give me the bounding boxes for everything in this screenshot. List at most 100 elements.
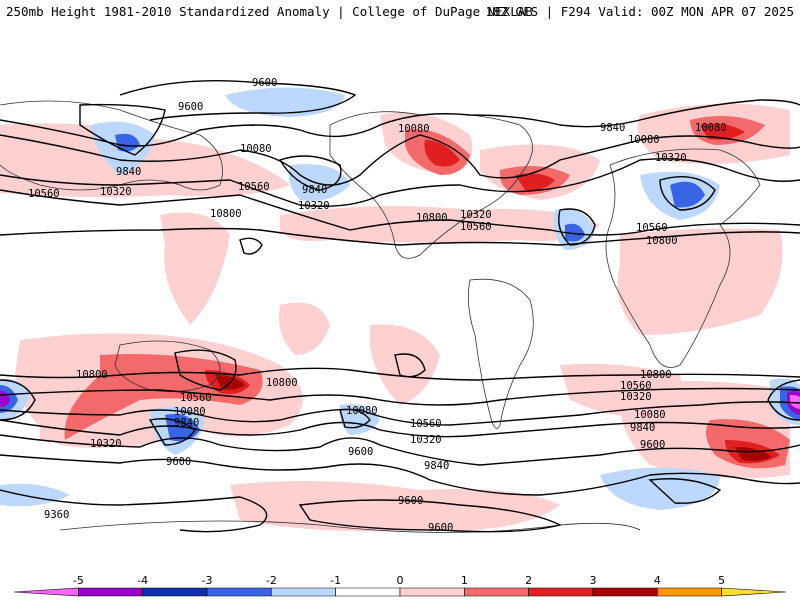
height-contours	[0, 80, 800, 533]
contour-9600-east-loop	[648, 478, 722, 504]
contour-10800-loop-australia	[174, 349, 237, 391]
contour-9600-loop	[79, 103, 166, 156]
map-title: 250mb Height 1981-2010 Standardized Anom…	[6, 4, 533, 19]
contour-10560-loop-atlantic	[558, 208, 596, 246]
contour-10800-loop-pacific	[394, 353, 426, 378]
contour-label: 9840	[174, 417, 199, 429]
contour-10080-south	[0, 419, 800, 438]
contour-label: 9600	[640, 439, 665, 451]
contour-10080-north	[0, 134, 800, 186]
contour-label: 9600	[166, 456, 191, 468]
colorbar-segment	[399, 587, 465, 597]
anomaly-region	[288, 164, 350, 201]
colorbar-segment	[142, 587, 208, 597]
contour-label: 10320	[655, 152, 687, 164]
contour-labels: 9600 9600 9840 10080 10320 10560 10800 9…	[28, 77, 727, 534]
anomaly-region	[0, 136, 290, 198]
contour-10800-south	[0, 367, 800, 381]
contour-label: 10080	[634, 409, 666, 421]
contour-10800-small-loop	[239, 237, 263, 255]
contour-label: 10560	[636, 222, 668, 234]
anomaly-core	[515, 173, 555, 191]
contour-10560-loop-europe	[659, 176, 716, 211]
contour-label: 10080	[398, 123, 430, 135]
colorbar-segment	[657, 587, 722, 597]
contour-label: 10800	[266, 377, 298, 389]
contour-label: 10080	[628, 134, 660, 146]
anomaly-region	[790, 395, 800, 409]
australia-coast	[114, 340, 221, 393]
colorbar-segment	[528, 587, 594, 597]
contour-9600-south	[0, 454, 800, 496]
colorbar-tick-label: 4	[654, 574, 661, 587]
anomaly-region	[280, 206, 600, 243]
contour-label: 10080	[174, 406, 206, 418]
antarctica-coast	[59, 520, 641, 533]
colorbar-tick-label: -4	[137, 574, 148, 587]
colorbar-tick-labels: -5 -4 -3 -2 -1 0 1 2 3 4 5	[73, 574, 725, 587]
contour-10080-loop-mid	[339, 408, 371, 429]
contour-label: 9840	[424, 460, 449, 472]
contour-label: 10320	[410, 434, 442, 446]
contour-label: 10560	[410, 418, 442, 430]
contour-label: 9840	[116, 166, 141, 178]
colorbar-segment	[271, 587, 336, 597]
colorbar-tick-label: 0	[397, 574, 404, 587]
anomaly-core	[735, 447, 772, 461]
colorbar-segments	[13, 587, 787, 597]
colorbar-tick-label: 1	[461, 574, 468, 587]
contour-label: 10080	[695, 122, 727, 134]
colorbar: -5 -4 -3 -2 -1 0 1 2 3 4 5	[13, 574, 787, 597]
colorbar-segment	[721, 587, 787, 597]
colorbar-segment	[464, 587, 529, 597]
asia-coast	[0, 100, 223, 191]
contour-label: 10800	[646, 235, 678, 247]
contour-label: 10560	[460, 221, 492, 233]
contour-label: 9600	[398, 495, 423, 507]
contour-label: 9600	[348, 446, 373, 458]
colorbar-tick-label: -5	[73, 574, 84, 587]
colorbar-segment	[13, 587, 79, 597]
contour-10560-north	[0, 189, 800, 236]
anomaly-core	[424, 140, 460, 167]
colorbar-segment	[335, 587, 401, 597]
south-america-coast	[467, 278, 534, 429]
contour-label: 10320	[90, 438, 122, 450]
contour-9840-south	[0, 434, 800, 466]
contour-label: 9600	[252, 77, 277, 89]
contour-9600-antarctic-loop	[298, 499, 563, 533]
anomaly-region	[670, 181, 705, 208]
colorbar-tick-label: 5	[718, 574, 725, 587]
contour-label: 9600	[428, 522, 453, 534]
contour-loop-east-edge	[767, 379, 800, 421]
anomaly-region	[115, 133, 140, 152]
anomaly-region	[279, 302, 330, 355]
anomaly-core	[700, 123, 745, 140]
anomaly-region	[565, 223, 585, 242]
contour-loop-west-edge	[0, 379, 36, 421]
contour-label: 9840	[302, 184, 327, 196]
contour-label: 9360	[44, 509, 69, 521]
anomaly-map: 9600 9600 9840 10080 10320 10560 10800 9…	[0, 35, 800, 555]
anomaly-region	[160, 212, 230, 325]
contour-label: 10080	[346, 405, 378, 417]
contour-10560-south	[0, 387, 800, 406]
colorbar-tick-label: -3	[202, 574, 213, 587]
contour-label: 10800	[76, 369, 108, 381]
colorbar-tick-label: 2	[525, 574, 532, 587]
anomaly-region	[617, 228, 783, 335]
contour-label: 10560	[238, 181, 270, 193]
contour-9840-north	[0, 99, 800, 147]
contour-label: 10560	[620, 380, 652, 392]
europe-africa-coast	[605, 148, 761, 368]
contour-label: 10080	[240, 143, 272, 155]
contour-label: 10560	[180, 392, 212, 404]
contour-label: 10320	[460, 209, 492, 221]
contour-9600-north	[119, 80, 357, 121]
contour-10800-north	[0, 227, 800, 246]
anomaly-region	[230, 481, 560, 532]
contour-label: 9840	[600, 122, 625, 134]
colorbar-tick-label: -2	[266, 574, 277, 587]
contour-label: 10800	[416, 212, 448, 224]
colorbar-tick-label: -1	[330, 574, 341, 587]
